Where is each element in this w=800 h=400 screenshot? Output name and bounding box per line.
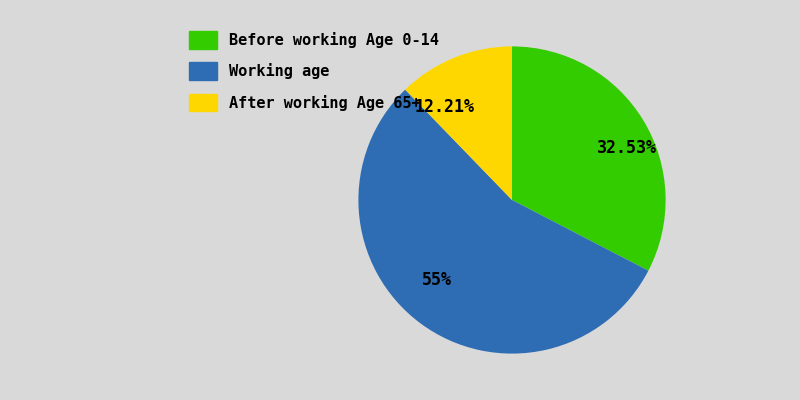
Text: 32.53%: 32.53%	[598, 139, 658, 157]
Legend: Before working Age 0-14, Working age, After working Age 65+: Before working Age 0-14, Working age, Af…	[182, 23, 446, 119]
Text: 12.21%: 12.21%	[414, 98, 474, 116]
Wedge shape	[405, 46, 512, 200]
Wedge shape	[358, 90, 648, 354]
Wedge shape	[512, 46, 666, 271]
Text: 55%: 55%	[422, 271, 452, 289]
